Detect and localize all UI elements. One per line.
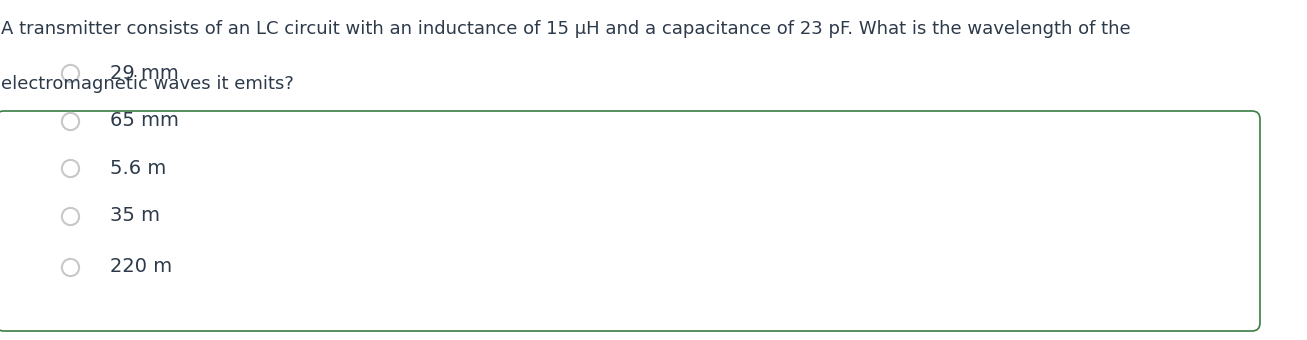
Text: A transmitter consists of an LC circuit with an inductance of 15 μH and a capaci: A transmitter consists of an LC circuit … bbox=[1, 20, 1131, 38]
Text: 5.6 m: 5.6 m bbox=[110, 159, 166, 178]
Point bbox=[60, 118, 81, 123]
Point bbox=[60, 264, 81, 270]
Point bbox=[60, 166, 81, 171]
Text: 65 mm: 65 mm bbox=[110, 111, 179, 130]
Point bbox=[60, 70, 81, 76]
Text: 35 m: 35 m bbox=[110, 206, 159, 225]
Text: 220 m: 220 m bbox=[110, 257, 173, 276]
FancyBboxPatch shape bbox=[0, 111, 1260, 331]
Point bbox=[60, 213, 81, 219]
Text: electromagnetic waves it emits?: electromagnetic waves it emits? bbox=[1, 75, 294, 93]
Text: 29 mm: 29 mm bbox=[110, 64, 179, 83]
